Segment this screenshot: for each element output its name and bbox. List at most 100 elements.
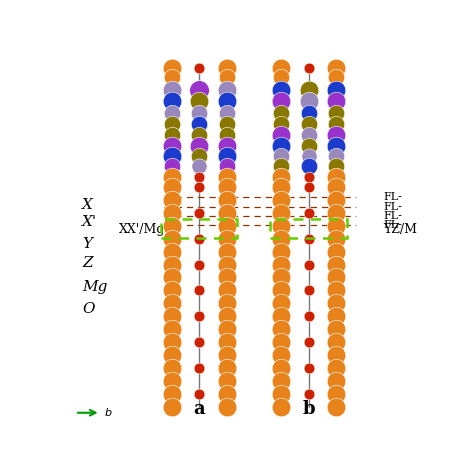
Point [223, 132, 230, 139]
Point [332, 351, 340, 359]
Point [332, 132, 340, 139]
Point [195, 163, 203, 170]
Point [168, 377, 175, 384]
Point [305, 312, 312, 320]
Point [195, 364, 203, 372]
Point [332, 163, 340, 170]
Text: X: X [82, 199, 93, 212]
Point [332, 273, 340, 281]
Point [195, 183, 203, 191]
Text: Mg: Mg [82, 280, 108, 294]
Point [332, 222, 340, 230]
Point [168, 261, 175, 268]
Point [195, 98, 203, 105]
Text: X': X' [82, 215, 98, 229]
Point [332, 300, 340, 307]
Point [305, 142, 312, 149]
Point [168, 235, 175, 243]
Point [223, 390, 230, 397]
Point [223, 120, 230, 128]
Point [195, 312, 203, 320]
Point [277, 300, 285, 307]
Point [332, 403, 340, 410]
Point [277, 152, 285, 160]
Point [305, 183, 312, 191]
Point [277, 183, 285, 191]
Point [305, 86, 312, 93]
Point [168, 86, 175, 93]
Point [305, 235, 312, 243]
Text: FL-: FL- [383, 201, 402, 211]
Point [305, 132, 312, 139]
Point [168, 338, 175, 346]
Point [168, 287, 175, 294]
Point [223, 248, 230, 255]
Point [195, 390, 203, 397]
Point [223, 235, 230, 243]
Point [305, 109, 312, 117]
Point [223, 183, 230, 191]
Point [277, 196, 285, 204]
Point [223, 173, 230, 181]
Point [332, 377, 340, 384]
Point [195, 261, 203, 268]
Point [223, 196, 230, 204]
Point [277, 338, 285, 346]
Point [168, 109, 175, 117]
Point [223, 287, 230, 294]
Point [195, 209, 203, 217]
Point [195, 173, 203, 181]
Point [277, 73, 285, 81]
Point [277, 312, 285, 320]
Point [223, 64, 230, 72]
Point [332, 312, 340, 320]
Point [223, 273, 230, 281]
Point [168, 403, 175, 410]
Point [305, 163, 312, 170]
Point [223, 364, 230, 372]
Point [195, 338, 203, 346]
Point [223, 152, 230, 160]
Point [223, 98, 230, 105]
Point [332, 287, 340, 294]
Point [223, 338, 230, 346]
Point [305, 64, 312, 72]
Point [223, 351, 230, 359]
Point [168, 142, 175, 149]
Point [305, 152, 312, 160]
Point [305, 287, 312, 294]
Point [168, 73, 175, 81]
Point [332, 325, 340, 333]
Point [332, 235, 340, 243]
Bar [270, 219, 347, 237]
Point [332, 209, 340, 217]
Point [223, 163, 230, 170]
Point [277, 351, 285, 359]
Point [332, 64, 340, 72]
Point [168, 132, 175, 139]
Point [332, 98, 340, 105]
Point [332, 109, 340, 117]
Point [168, 312, 175, 320]
Point [195, 287, 203, 294]
Point [277, 235, 285, 243]
Bar [161, 219, 237, 237]
Point [168, 64, 175, 72]
Point [305, 390, 312, 397]
Point [223, 73, 230, 81]
Point [223, 109, 230, 117]
Point [332, 73, 340, 81]
Point [332, 142, 340, 149]
Text: FL-: FL- [383, 192, 402, 202]
Point [195, 142, 203, 149]
Point [277, 287, 285, 294]
Point [277, 403, 285, 410]
Point [168, 300, 175, 307]
Point [223, 86, 230, 93]
Point [168, 325, 175, 333]
Point [223, 325, 230, 333]
Text: FL-: FL- [383, 220, 402, 230]
Text: XX'/MgO: XX'/MgO [119, 223, 176, 236]
Point [277, 109, 285, 117]
Point [168, 196, 175, 204]
